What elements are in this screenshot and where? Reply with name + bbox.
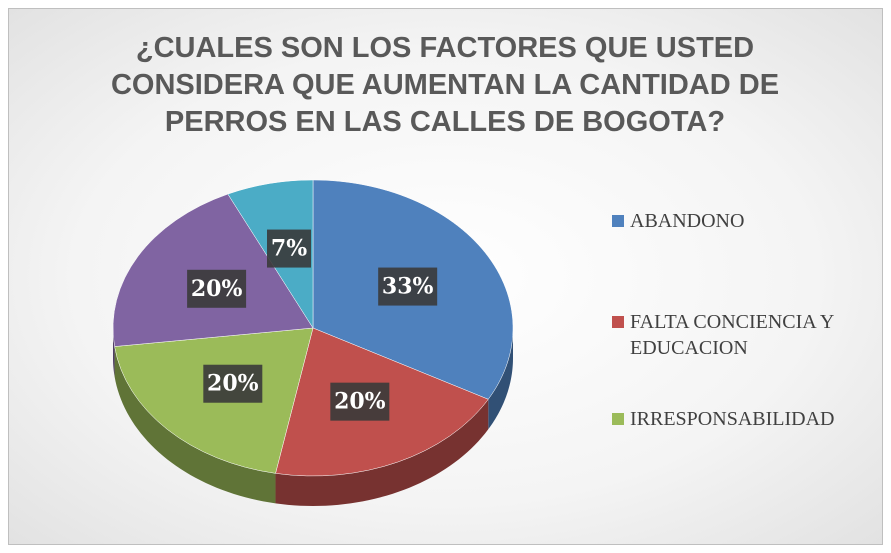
data-label: 20% xyxy=(207,371,259,397)
legend-label: FALTA CONCIENCIA Y EDUCACION xyxy=(630,311,834,359)
data-label: 20% xyxy=(334,389,386,415)
legend-entry: ABANDONO xyxy=(612,208,891,234)
slice-side xyxy=(275,399,489,506)
chart-title: ¿CUALES SON LOS FACTORES QUE USTED CONSI… xyxy=(110,32,780,138)
slice-side xyxy=(113,328,115,377)
legend-swatch xyxy=(612,316,624,328)
legend-label: IRRESPONSABILIDAD xyxy=(630,408,835,430)
data-label: 33% xyxy=(382,274,434,300)
slice-side xyxy=(488,328,513,430)
legend-entry: FALTA CONCIENCIA Y EDUCACION xyxy=(612,309,891,361)
data-label-box xyxy=(378,267,438,306)
data-label: 7% xyxy=(271,236,307,262)
legend-swatch xyxy=(612,413,624,425)
data-label: 20% xyxy=(191,276,243,302)
legend-swatch xyxy=(612,215,624,227)
data-label-box xyxy=(187,269,247,308)
data-label-box xyxy=(203,364,263,403)
data-label-box xyxy=(267,229,312,268)
legend-entry: IRRESPONSABILIDAD xyxy=(612,406,891,432)
data-label-box xyxy=(330,382,390,421)
slice-side xyxy=(114,346,276,504)
legend-label: ABANDONO xyxy=(630,210,745,232)
